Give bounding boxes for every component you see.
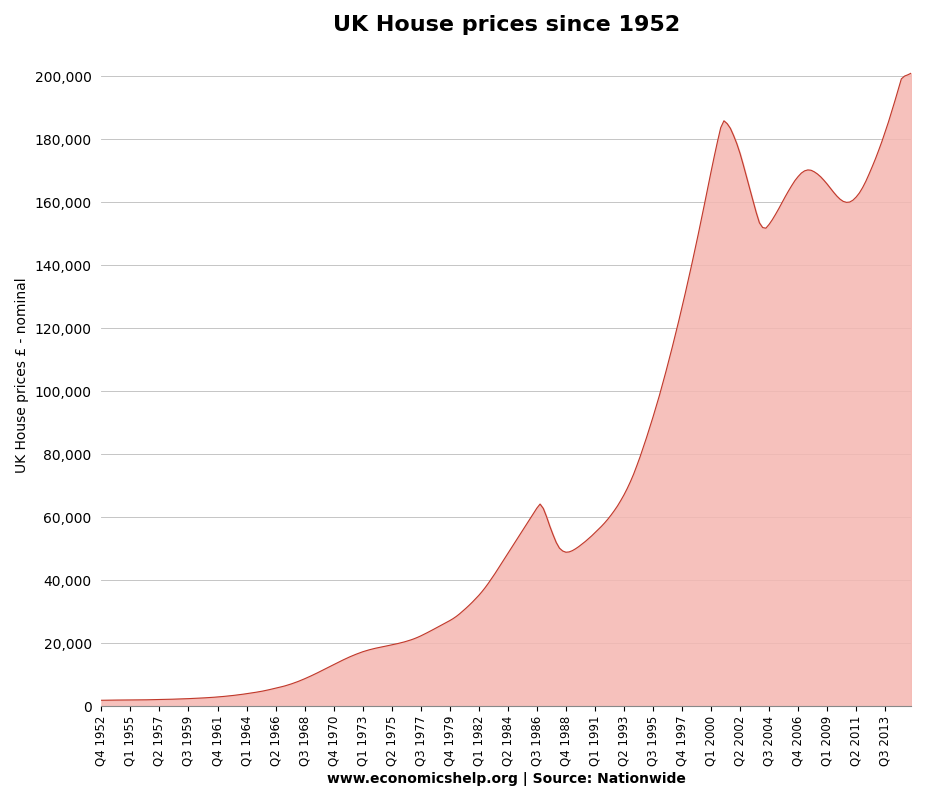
Title: UK House prices since 1952: UK House prices since 1952 <box>332 15 680 35</box>
X-axis label: www.economicshelp.org | Source: Nationwide: www.economicshelp.org | Source: Nationwi… <box>327 772 685 786</box>
Y-axis label: UK House prices £ - nominal: UK House prices £ - nominal <box>15 278 29 473</box>
